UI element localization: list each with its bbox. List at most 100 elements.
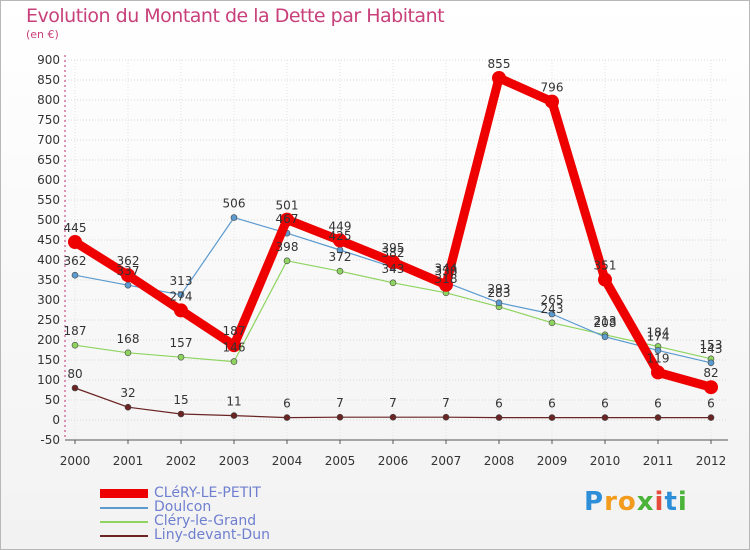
data-point — [283, 414, 291, 421]
data-point — [121, 268, 135, 283]
data-label: 187 — [64, 324, 87, 338]
legend-swatch — [100, 489, 148, 498]
logo-letter: o — [617, 487, 637, 517]
data-label: 213 — [594, 314, 617, 328]
data-point — [71, 384, 79, 392]
data-label: 283 — [488, 286, 511, 300]
y-tick-label: 900 — [37, 53, 60, 67]
data-label: 293 — [488, 282, 511, 296]
data-point — [124, 349, 132, 357]
x-tick-label: 2004 — [272, 454, 303, 468]
x-tick-label: 2009 — [537, 454, 568, 468]
data-point — [177, 353, 185, 361]
data-label: 80 — [67, 367, 82, 381]
legend-swatch — [100, 535, 148, 537]
y-tick-label: -50 — [40, 433, 60, 447]
legend-label: Cléry-le-Grand — [154, 513, 257, 529]
data-point — [280, 212, 294, 227]
legend-label: Liny-devant-Dun — [154, 527, 270, 543]
data-label: 449 — [329, 219, 352, 233]
data-point — [654, 347, 662, 354]
data-label: 344 — [435, 261, 458, 275]
x-tick-label: 2000 — [60, 454, 91, 468]
data-point — [389, 413, 397, 421]
x-tick-label: 2005 — [325, 454, 356, 468]
data-point — [174, 303, 188, 318]
data-label: 351 — [594, 259, 617, 273]
proxiti-logo: Proxiti — [584, 487, 688, 517]
y-tick-label: 650 — [37, 153, 60, 167]
x-tick-label: 2011 — [643, 454, 674, 468]
data-label: 6 — [283, 397, 291, 411]
data-point — [227, 338, 241, 353]
data-label: 398 — [276, 240, 299, 254]
data-label: 337 — [117, 264, 140, 278]
data-point — [124, 403, 132, 411]
data-point — [654, 414, 662, 421]
y-tick-label: 450 — [37, 233, 60, 247]
x-tick-label: 2012 — [696, 454, 727, 468]
data-label: 11 — [226, 395, 241, 409]
data-point — [230, 358, 238, 365]
data-label: 382 — [382, 246, 405, 260]
y-tick-label: 300 — [37, 293, 60, 307]
data-label: 265 — [541, 293, 564, 307]
data-point — [336, 267, 344, 275]
data-point — [71, 271, 79, 279]
data-label: 7 — [442, 396, 450, 410]
data-label: 7 — [336, 396, 344, 410]
y-tick-label: 100 — [37, 373, 60, 387]
data-label: 243 — [541, 302, 564, 316]
legend-label: Doulcon — [154, 499, 212, 515]
data-point — [601, 414, 609, 421]
x-tick-label: 2002 — [166, 454, 197, 468]
data-label: 15 — [173, 393, 188, 407]
logo-letter: i — [654, 487, 665, 517]
data-point — [548, 319, 556, 327]
y-tick-label: 200 — [37, 333, 60, 347]
data-point — [495, 299, 503, 307]
y-tick-label: 800 — [37, 93, 60, 107]
y-tick-label: 0 — [52, 413, 60, 427]
data-label: 168 — [117, 332, 140, 346]
chart-title: Evolution du Montant de la Dette par Hab… — [26, 5, 445, 27]
data-label: 372 — [329, 250, 352, 264]
data-point — [68, 235, 82, 249]
logo-letter: P — [584, 487, 605, 517]
data-point — [389, 279, 397, 287]
data-label: 146 — [223, 341, 246, 355]
y-tick-label: 750 — [37, 113, 60, 127]
y-tick-label: 550 — [37, 193, 60, 207]
data-label: 338 — [435, 264, 458, 278]
data-label: 506 — [223, 197, 246, 211]
data-point — [598, 272, 612, 287]
data-point — [548, 310, 556, 318]
data-point — [707, 414, 715, 421]
data-label: 119 — [647, 351, 670, 365]
data-label: 425 — [329, 229, 352, 243]
data-label: 343 — [382, 262, 405, 276]
data-label: 445 — [64, 221, 87, 235]
data-label: 208 — [594, 316, 617, 330]
y-tick-label: 500 — [37, 213, 60, 227]
data-label: 313 — [170, 274, 193, 288]
y-tick-label: 850 — [37, 73, 60, 87]
legend-swatch — [100, 507, 148, 509]
data-point — [545, 94, 559, 109]
data-label: 318 — [435, 272, 458, 286]
y-tick-label: 150 — [37, 353, 60, 367]
data-point — [283, 257, 291, 265]
data-label: 6 — [654, 397, 662, 411]
data-point — [442, 413, 450, 421]
data-label: 395 — [382, 241, 405, 255]
data-point — [651, 365, 665, 380]
x-tick-label: 2006 — [378, 454, 409, 468]
data-label: 32 — [120, 386, 135, 400]
data-label: 855 — [488, 57, 511, 71]
data-label: 6 — [601, 397, 609, 411]
chart-subtitle: (en €) — [26, 28, 59, 41]
y-tick-label: 250 — [37, 313, 60, 327]
data-point — [177, 291, 185, 299]
x-tick-label: 2001 — [113, 454, 144, 468]
data-point — [439, 277, 453, 292]
